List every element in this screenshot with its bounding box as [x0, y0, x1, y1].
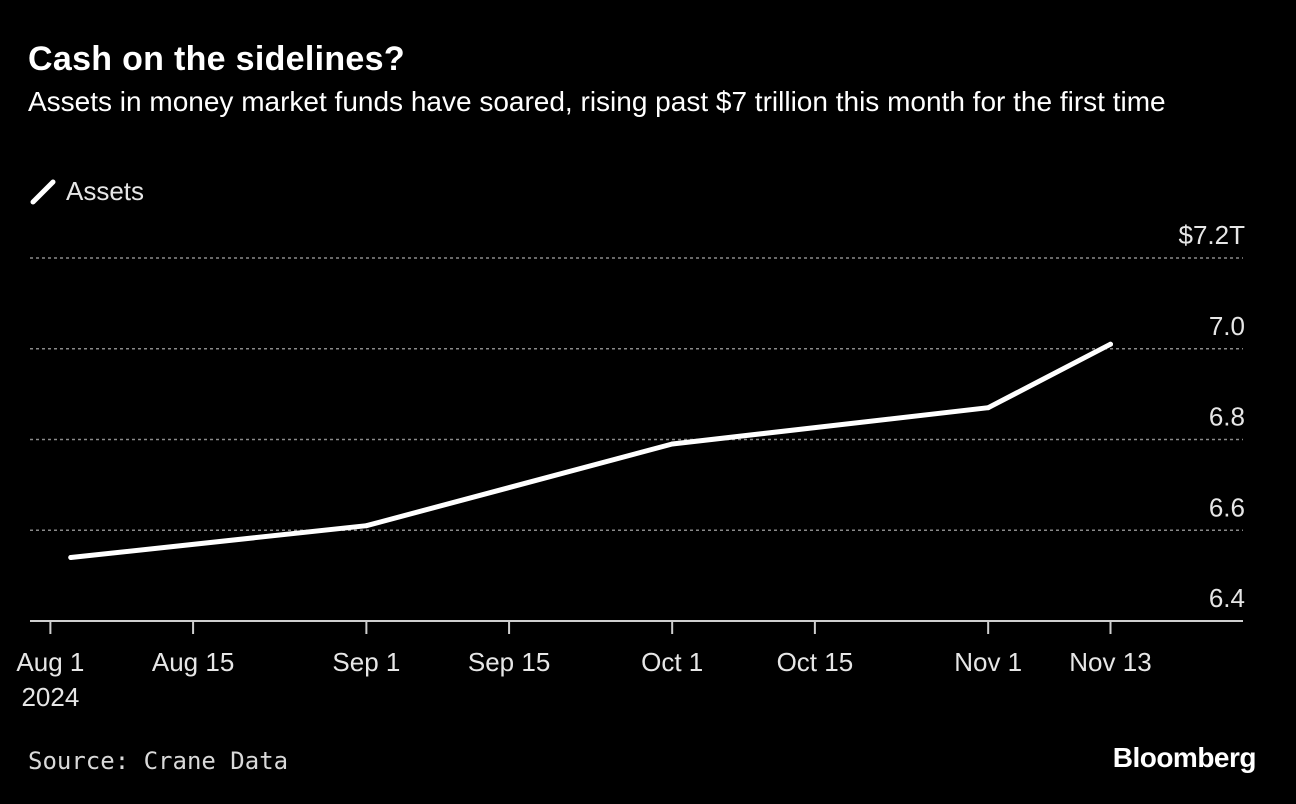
x-tick-label: Oct 15 — [777, 647, 854, 677]
data-point — [1107, 341, 1113, 347]
data-point — [985, 405, 991, 411]
y-tick-label: 6.4 — [1209, 583, 1245, 613]
y-tick-label: 7.0 — [1209, 311, 1245, 341]
y-tick-label: 6.8 — [1209, 402, 1245, 432]
data-point — [669, 441, 675, 447]
x-tick-label: Aug 15 — [152, 647, 234, 677]
bloomberg-logo: Bloomberg — [1112, 742, 1257, 773]
x-tick-label: Nov 1 — [954, 647, 1022, 677]
x-tick-label: Aug 1 — [16, 647, 84, 677]
x-tick-label: Sep 1 — [332, 647, 400, 677]
chart-subtitle: Assets in money market funds have soared… — [28, 86, 1166, 117]
chart-title: Cash on the sidelines? — [28, 40, 405, 78]
data-point — [68, 554, 74, 560]
data-point — [363, 523, 369, 529]
legend-line-icon — [30, 179, 56, 204]
source-note: Source: Crane Data — [28, 747, 289, 775]
x-tick-sublabel: 2024 — [21, 682, 79, 712]
x-tick-label: Sep 15 — [468, 647, 550, 677]
series-line-assets — [68, 341, 1113, 560]
legend-label-assets: Assets — [66, 176, 145, 206]
legend: Assets — [30, 176, 144, 207]
x-tick-label: Oct 1 — [641, 647, 703, 677]
x-tick-label: Nov 13 — [1069, 647, 1151, 677]
y-tick-label: $7.2T — [1179, 220, 1246, 250]
y-tick-label: 6.6 — [1209, 492, 1245, 522]
